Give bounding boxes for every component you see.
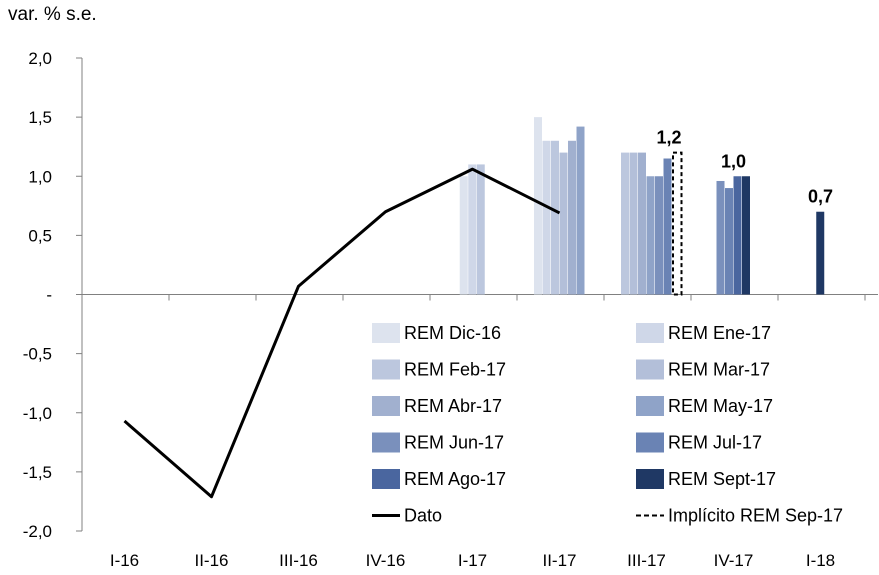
x-tick-label: IV-16 <box>366 551 406 570</box>
legend-label: REM Sept-17 <box>668 469 776 489</box>
bar-rem-abr-17 <box>638 152 646 295</box>
bar-rem-ene-17 <box>468 164 477 295</box>
data-label: 1,2 <box>656 128 681 148</box>
dato-line <box>123 167 561 499</box>
y-tick-label: -1,0 <box>23 404 52 423</box>
y-tick-label: 1,0 <box>28 167 52 186</box>
legend-swatch <box>636 323 664 343</box>
legend-label: REM May-17 <box>668 396 773 416</box>
bar-rem-dic-16 <box>534 117 542 295</box>
implied-rem-sep-17-box <box>672 151 683 296</box>
legend-swatch <box>372 359 400 380</box>
bar-rem-mar-17 <box>559 152 568 295</box>
legend-label: REM Jul-17 <box>668 433 762 453</box>
legend-label: REM Feb-17 <box>404 360 506 380</box>
legend-swatch <box>372 323 400 343</box>
legend-label: Implícito REM Sep-17 <box>668 506 843 526</box>
bar-rem-may-17 <box>576 126 585 295</box>
bar-rem-jun-17 <box>655 176 663 295</box>
bar-rem-jul-17 <box>725 188 733 295</box>
y-tick-label: -1,5 <box>23 463 52 482</box>
x-tick-label: I-17 <box>458 551 487 570</box>
legend-label: REM Abr-17 <box>404 396 502 416</box>
bar-rem-abr-17 <box>568 140 576 295</box>
x-tick-label: III-17 <box>627 551 666 570</box>
y-tick-label: 1,5 <box>28 108 52 127</box>
bar-rem-dic-16 <box>459 176 468 295</box>
bar-rem-feb-17 <box>476 164 485 295</box>
bar-rem-sept-17 <box>816 211 825 295</box>
legend-label: REM Mar-17 <box>668 360 770 380</box>
legend-swatch <box>636 432 664 453</box>
x-tick-label: II-16 <box>194 551 228 570</box>
x-tick-label: I-16 <box>110 551 139 570</box>
x-tick-label: IV-17 <box>714 551 754 570</box>
bar-rem-sept-17 <box>742 176 750 295</box>
bar-rem-ene-17 <box>542 140 551 295</box>
legend-label: REM Jun-17 <box>404 433 504 453</box>
y-tick-label: -0,5 <box>23 345 52 364</box>
bar-rem-feb-17 <box>551 140 559 295</box>
legend-swatch <box>372 396 400 416</box>
x-tick-label: III-16 <box>279 551 318 570</box>
legend-label: REM Ene-17 <box>668 323 771 343</box>
bar-rem-jun-17 <box>716 180 725 295</box>
bar-rem-jul-17 <box>663 158 672 295</box>
data-label: 0,7 <box>808 187 833 207</box>
y-tick-label: 0,5 <box>28 226 52 245</box>
bar-rem-mar-17 <box>629 152 638 295</box>
legend-label: REM Dic-16 <box>404 323 501 343</box>
y-axis-unit-label: var. % s.e. <box>8 4 97 25</box>
x-tick-label: II-17 <box>542 551 576 570</box>
legend-swatch <box>372 469 400 489</box>
bar-rem-ago-17 <box>733 176 742 295</box>
legend-swatch <box>636 396 664 416</box>
data-label: 1,0 <box>721 151 746 171</box>
y-tick-label: - <box>46 286 52 305</box>
bar-rem-feb-17 <box>621 152 629 295</box>
legend-label: REM Ago-17 <box>404 469 506 489</box>
legend-swatch <box>372 432 400 453</box>
legend-swatch <box>636 359 664 380</box>
bar-rem-may-17 <box>646 176 655 295</box>
legend-swatch <box>636 469 664 489</box>
y-tick-label: 2,0 <box>28 49 52 68</box>
y-tick-label: -2,0 <box>23 522 52 541</box>
x-tick-label: I-18 <box>806 551 835 570</box>
legend-label: Dato <box>404 506 442 526</box>
